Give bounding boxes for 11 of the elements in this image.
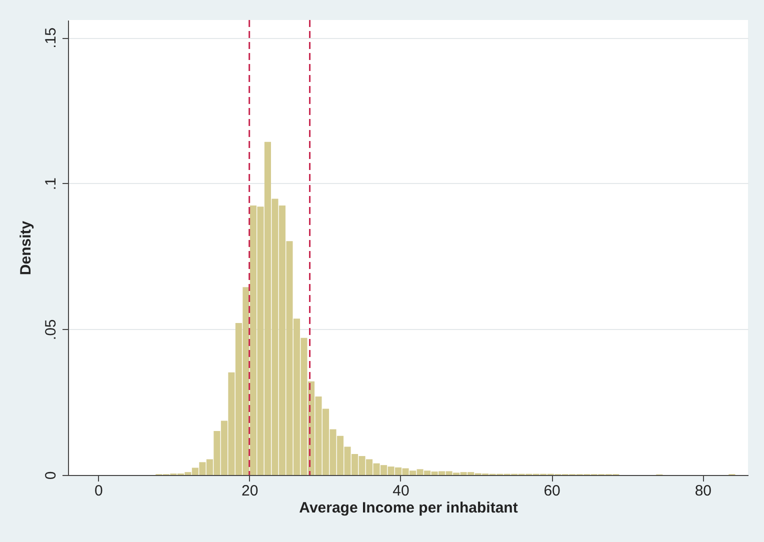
x-tick-label: 40	[392, 482, 410, 500]
x-tick-label: 0	[94, 482, 103, 500]
x-tick-label: 20	[241, 482, 258, 500]
y-tick-label: .05	[42, 319, 60, 340]
y-tick-label: .15	[42, 28, 60, 48]
y-tick-label: .1	[42, 178, 60, 190]
y-axis-title: Density	[18, 220, 34, 276]
x-axis-title: Average Income per inhabitant	[299, 500, 518, 516]
y-tick-label: 0	[42, 471, 60, 480]
x-tick-label: 80	[694, 482, 712, 500]
x-tick-label: 60	[544, 482, 560, 500]
